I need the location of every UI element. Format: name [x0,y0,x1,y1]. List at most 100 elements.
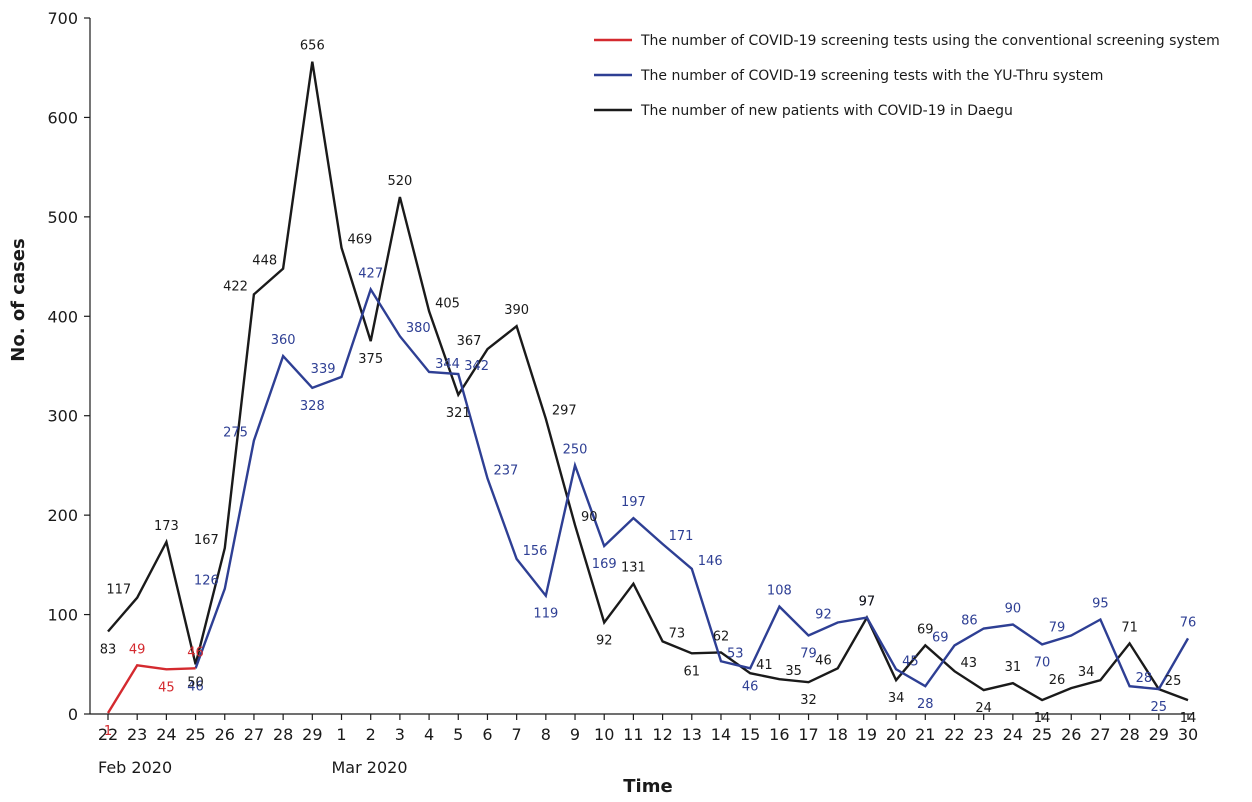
legend-label: The number of new patients with COVID-19… [640,103,1013,119]
data-label: 50 [187,675,204,690]
data-label: 86 [961,613,978,628]
x-axis-title: Time [623,776,672,797]
x-tick-label: 26 [1061,725,1081,744]
data-label: 34 [1078,665,1095,680]
data-label: 1 [104,724,112,739]
x-tick-label: 25 [185,725,205,744]
x-tick-label: 13 [682,725,702,744]
x-tick-label: 27 [244,725,264,744]
data-label: 73 [669,626,686,641]
data-label: 520 [387,174,412,189]
data-label: 25 [1151,700,1168,715]
data-label: 62 [713,629,730,644]
y-tick-label: 0 [68,705,78,724]
data-label: 28 [917,697,934,712]
data-label: 97 [859,595,876,610]
y-tick-label: 100 [47,606,78,625]
data-label: 90 [581,510,598,525]
x-tick-label: 14 [711,725,731,744]
data-label: 95 [1092,597,1109,612]
data-label: 167 [194,533,219,548]
data-label: 26 [1049,673,1066,688]
data-label: 108 [767,584,792,599]
data-label: 69 [932,630,949,645]
data-label: 14 [1180,711,1197,726]
x-tick-label: 9 [570,725,580,744]
data-label: 197 [621,495,646,510]
x-tick-label: 22 [944,725,964,744]
data-label: 448 [252,254,277,269]
x-axis-ticks: 22 23 24 25 26 27 28 29 1 2 3 4 5 6 7 8 9 10 11 12 13 14 15 16 1… [98,714,1198,744]
data-label: 70 [1034,655,1051,670]
data-label: 250 [563,442,588,457]
x-tick-label: 6 [482,725,492,744]
series-line [194,286,1190,691]
x-tick-label: 24 [156,725,176,744]
data-label: 297 [552,404,577,419]
x-tick-label: 21 [915,725,935,744]
x-tick-label: 24 [1003,725,1023,744]
data-label: 83 [100,642,117,657]
series-line [107,61,1189,702]
x-tick-label: 28 [273,725,293,744]
data-label: 69 [917,622,934,637]
data-label: 390 [504,303,529,318]
data-label: 45 [902,654,919,669]
data-label: 45 [158,680,175,695]
x-tick-label: 30 [1178,725,1198,744]
x-tick-label: 11 [623,725,643,744]
data-label: 79 [1049,620,1066,635]
data-label: 43 [960,656,977,671]
data-label: 92 [815,608,832,623]
data-label: 76 [1180,615,1197,630]
data-label: 321 [446,406,471,421]
data-label: 339 [311,362,336,377]
x-tick-label: 8 [541,725,551,744]
x-tick-label: 15 [740,725,760,744]
x-tick-label: 10 [594,725,614,744]
month-labels: Feb 2020 Mar 2020 [98,758,408,777]
x-tick-label: 7 [512,725,522,744]
data-label: 156 [523,544,548,559]
legend-label: The number of COVID-19 screening tests u… [640,33,1220,49]
x-tick-label: 25 [1032,725,1052,744]
legend-label: The number of COVID-19 screening tests w… [640,68,1103,84]
x-tick-label: 29 [302,725,322,744]
data-label: 28 [1136,671,1153,686]
data-label: 342 [464,359,489,374]
y-tick-label: 400 [47,307,78,326]
data-label: 34 [888,691,905,706]
y-tick-label: 200 [47,506,78,525]
x-tick-label: 28 [1119,725,1139,744]
data-label: 119 [533,607,558,622]
x-tick-label: 12 [652,725,672,744]
data-label: 171 [669,529,694,544]
data-label: 79 [800,646,817,661]
data-label: 656 [300,39,325,54]
data-label: 46 [187,679,204,694]
data-label: 469 [348,233,373,248]
data-label: 31 [1005,660,1022,675]
x-tick-label: 5 [453,725,463,744]
x-tick-label: 19 [857,725,877,744]
month-label: Mar 2020 [332,758,408,777]
y-tick-label: 600 [47,108,78,127]
data-label: 25 [1165,674,1182,689]
data-label: 61 [684,664,701,679]
data-label: 237 [493,463,518,478]
x-tick-label: 20 [886,725,906,744]
data-label: 90 [1005,602,1022,617]
y-axis-ticks: 0 100 200 300 400 500 600 700 [47,9,90,724]
axes [89,18,1194,715]
data-label: 53 [727,646,744,661]
data-label: 169 [592,557,617,572]
data-label: 46 [742,679,759,694]
x-tick-label: 16 [769,725,789,744]
data-label: 173 [154,519,179,534]
y-tick-label: 300 [47,407,78,426]
data-label: 35 [785,664,802,679]
x-tick-label: 3 [395,725,405,744]
data-label: 344 [435,357,460,372]
data-label: 375 [358,352,383,367]
